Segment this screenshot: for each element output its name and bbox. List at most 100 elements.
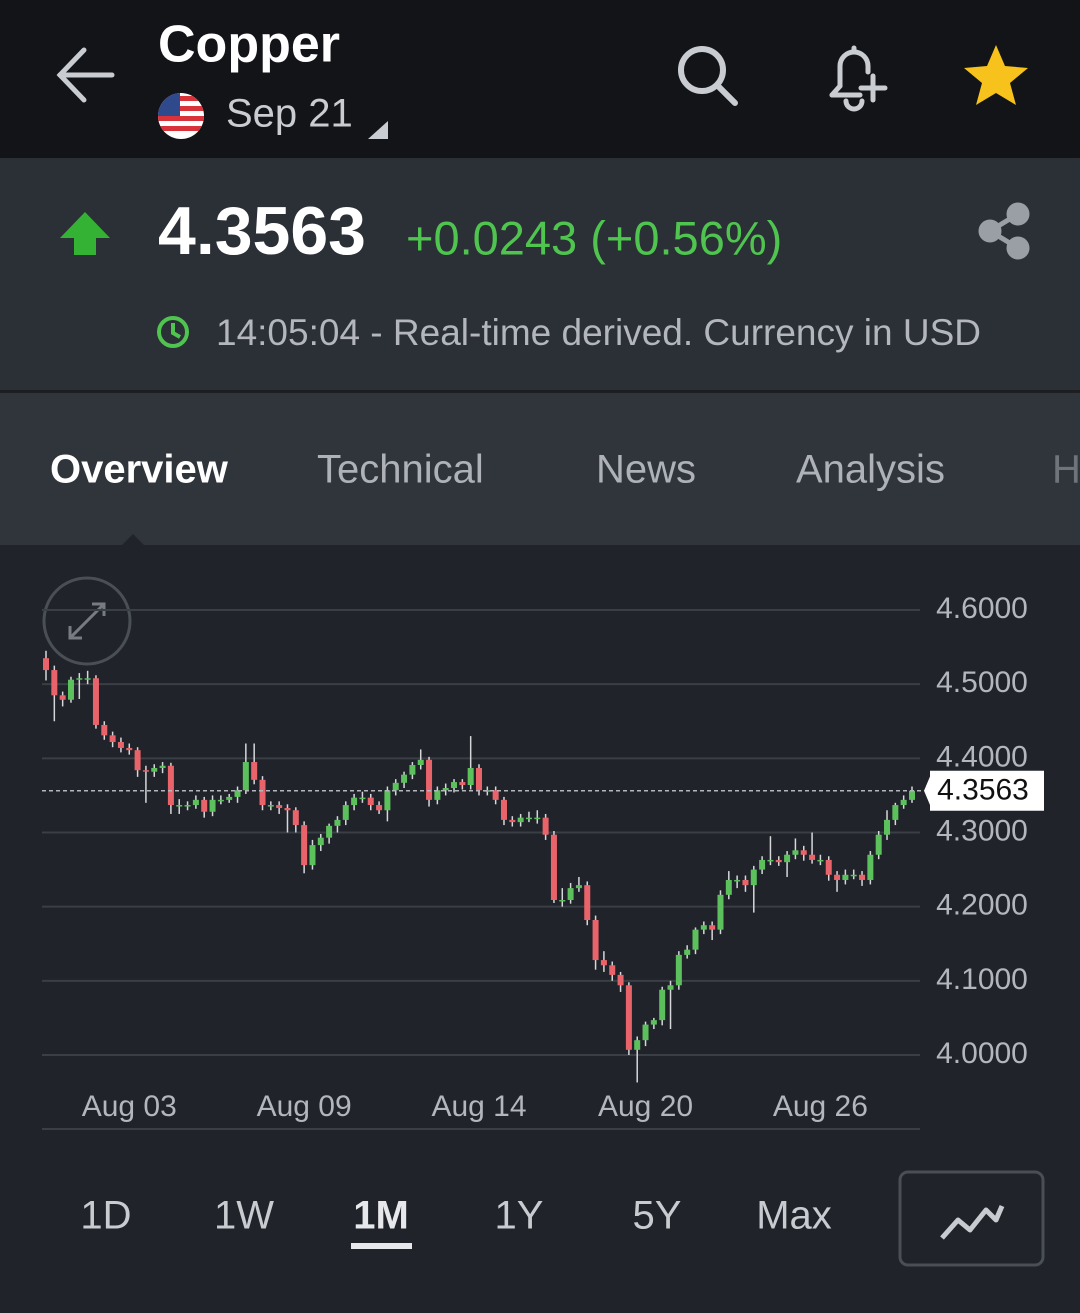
candle-body xyxy=(67,679,74,700)
candle-body xyxy=(759,859,766,870)
candle-body xyxy=(725,879,732,895)
plot: 4.0000 4.1000 4.2000 4.3000 4.4000 4.5000 4.60… xyxy=(42,592,1044,1123)
y-tick-label: 4.4000 xyxy=(936,740,1028,773)
candle-body xyxy=(367,797,374,806)
candle-body xyxy=(742,879,749,886)
candle-body xyxy=(434,790,441,800)
candle-body xyxy=(217,799,224,802)
up-arrow xyxy=(60,212,110,255)
candle-body xyxy=(617,974,624,986)
candle-body xyxy=(226,796,233,800)
period-button[interactable]: 1M xyxy=(353,1194,409,1238)
y-tick-label: 4.5000 xyxy=(936,666,1028,699)
price-change: +0.0243 (+0.56%) xyxy=(406,211,782,264)
tab[interactable]: Analysis xyxy=(796,448,945,492)
candle-body xyxy=(334,819,341,826)
tab[interactable]: Technical xyxy=(317,448,484,492)
share-button[interactable] xyxy=(978,202,1030,260)
candle-body xyxy=(51,670,58,696)
candle-body xyxy=(251,762,258,780)
candle-body xyxy=(267,805,274,807)
period-button[interactable]: 1D xyxy=(80,1194,131,1238)
us-flag xyxy=(158,93,204,139)
candle-body xyxy=(376,805,383,811)
candle-body xyxy=(667,985,674,990)
period-underline xyxy=(351,1243,412,1249)
candle-body xyxy=(750,869,757,886)
candle-body xyxy=(284,808,291,811)
tab[interactable]: Overview xyxy=(50,448,229,492)
tab[interactable]: News xyxy=(596,448,696,492)
candle-body xyxy=(859,874,866,880)
instrument-title: Copper xyxy=(158,16,340,74)
period-button[interactable]: 1Y xyxy=(495,1194,544,1238)
candle-body xyxy=(484,790,491,792)
tab[interactable]: H xyxy=(1052,448,1080,492)
chart-type-button[interactable] xyxy=(898,1170,1045,1267)
price: 4.3563 xyxy=(158,193,366,269)
candle-body xyxy=(775,859,782,863)
period-button[interactable]: Max xyxy=(756,1194,832,1238)
candle-body xyxy=(109,735,116,743)
candle-body xyxy=(550,834,557,900)
period-button[interactable]: 1W xyxy=(214,1194,274,1238)
y-tick-label: 4.0000 xyxy=(936,1037,1028,1070)
period-button[interactable]: 5Y xyxy=(633,1194,682,1238)
candle-body xyxy=(584,885,591,921)
alert-button[interactable] xyxy=(829,45,888,112)
favorite-star[interactable] xyxy=(964,45,1028,105)
tab-bar xyxy=(0,393,1080,545)
candle-body xyxy=(59,695,66,700)
candle-body xyxy=(892,805,899,820)
candle-body xyxy=(900,799,907,806)
candle-body xyxy=(134,750,141,771)
candle-body xyxy=(184,805,191,807)
candle-body xyxy=(684,949,691,955)
back-button[interactable] xyxy=(56,47,115,103)
candle-body xyxy=(875,834,882,855)
candle-body xyxy=(734,879,741,882)
contract-dropdown[interactable] xyxy=(368,121,388,139)
candle-body xyxy=(117,742,124,748)
y-tick-label: 4.3000 xyxy=(936,814,1028,847)
contract-label[interactable]: Sep 21 xyxy=(226,92,353,136)
candle-body xyxy=(559,899,566,902)
candle-body xyxy=(384,790,391,811)
candle-body xyxy=(692,929,699,950)
tab-indicator xyxy=(121,534,145,546)
candle-body xyxy=(342,805,349,820)
candle-body xyxy=(317,837,324,846)
x-tick-label: Aug 03 xyxy=(82,1090,177,1123)
candle-body xyxy=(642,1024,649,1041)
candle-body xyxy=(634,1040,641,1050)
divider xyxy=(0,390,1080,393)
candle-body xyxy=(700,925,707,930)
y-tick-label: 4.2000 xyxy=(936,889,1028,922)
candle-body xyxy=(850,874,857,877)
candle-body xyxy=(359,797,366,800)
candle-body xyxy=(650,1020,657,1025)
candle-body xyxy=(351,797,358,806)
candle-body xyxy=(800,850,807,855)
candle-body xyxy=(476,767,482,791)
candle-body xyxy=(84,678,91,680)
candle-body xyxy=(392,782,399,791)
candle-body xyxy=(884,819,891,835)
y-tick-label: 4.1000 xyxy=(936,963,1028,996)
candle-body xyxy=(909,790,915,800)
search-button[interactable] xyxy=(678,46,738,106)
candle-body xyxy=(842,874,849,880)
candle-body xyxy=(101,724,108,736)
expand-button[interactable] xyxy=(42,576,132,666)
candle-body xyxy=(76,678,83,680)
candle-body xyxy=(426,759,433,800)
candle-body xyxy=(326,825,333,838)
candle-body xyxy=(176,805,183,807)
candle-body xyxy=(409,765,416,775)
candle-body xyxy=(659,989,666,1021)
last-price-tag xyxy=(930,770,1044,811)
candle-body xyxy=(867,854,874,880)
candle-body xyxy=(609,965,616,975)
candle-body xyxy=(592,920,599,961)
